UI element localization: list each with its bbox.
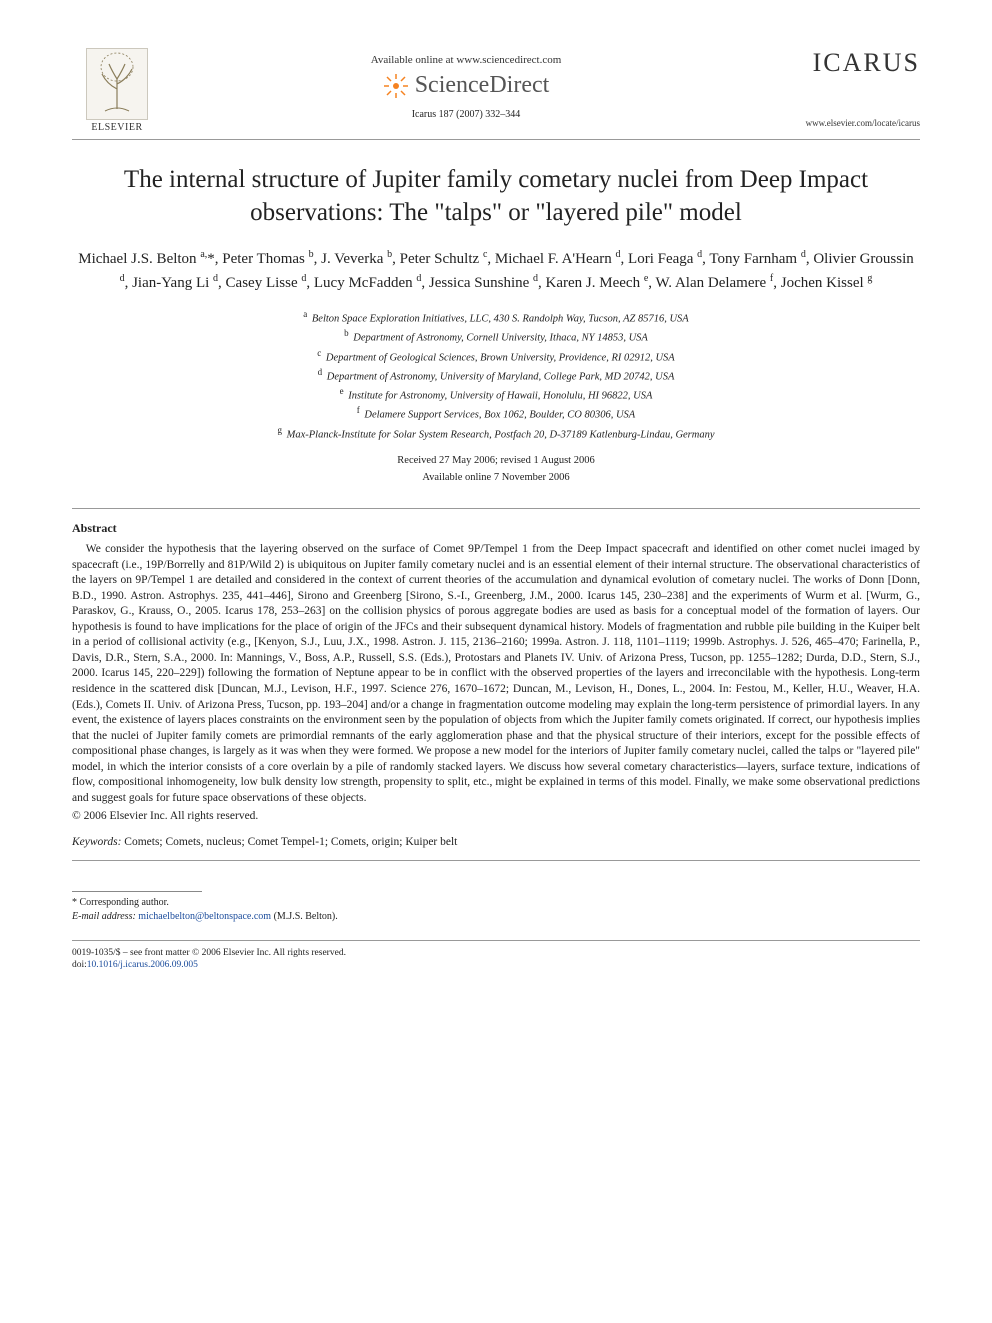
doi-line: doi:10.1016/j.icarus.2006.09.005 (72, 959, 920, 971)
sd-brand-text: ScienceDirect (415, 72, 550, 99)
copyright-line: © 2006 Elsevier Inc. All rights reserved… (72, 810, 920, 822)
post-keywords-rule (72, 860, 920, 861)
bottom-line: 0019-1035/$ – see front matter © 2006 El… (72, 947, 920, 972)
keywords-line: Keywords: Comets; Comets, nucleus; Comet… (72, 836, 920, 848)
corresponding-author-note: * Corresponding author. (72, 896, 920, 910)
center-header: Available online at www.sciencedirect.co… (162, 48, 770, 120)
sd-burst-icon (383, 73, 409, 99)
keywords-text: Comets; Comets, nucleus; Comet Tempel-1;… (121, 836, 457, 848)
footnotes: * Corresponding author. E-mail address: … (72, 896, 920, 924)
doi-link[interactable]: 10.1016/j.icarus.2006.09.005 (87, 960, 198, 970)
journal-title: ICARUS (770, 48, 920, 78)
pre-abstract-rule (72, 508, 920, 509)
doi-label: doi: (72, 960, 87, 970)
elsevier-tree-icon (86, 48, 148, 120)
affiliation-item: a Belton Space Exploration Initiatives, … (72, 308, 920, 327)
affiliation-item: g Max-Planck-Institute for Solar System … (72, 424, 920, 443)
publisher-logo-block: ELSEVIER (72, 48, 162, 133)
email-attribution: (M.J.S. Belton). (274, 911, 338, 922)
title-line-2: observations: The "talps" or "layered pi… (250, 199, 742, 226)
received-date: Received 27 May 2006; revised 1 August 2… (72, 453, 920, 470)
available-online-date: Available online 7 November 2006 (72, 470, 920, 487)
header-rule (72, 139, 920, 140)
header-row: ELSEVIER Available online at www.science… (72, 48, 920, 133)
title-line-1: The internal structure of Jupiter family… (124, 166, 868, 193)
email-link[interactable]: michaelbelton@beltonspace.com (138, 911, 271, 922)
abstract-heading: Abstract (72, 521, 920, 536)
article-dates: Received 27 May 2006; revised 1 August 2… (72, 453, 920, 487)
bottom-rule (72, 940, 920, 941)
abstract-body: We consider the hypothesis that the laye… (72, 542, 920, 806)
affiliations-list: a Belton Space Exploration Initiatives, … (72, 308, 920, 443)
affiliation-item: c Department of Geological Sciences, Bro… (72, 347, 920, 366)
email-line: E-mail address: michaelbelton@beltonspac… (72, 910, 920, 924)
keywords-label: Keywords: (72, 836, 121, 848)
journal-url: www.elsevier.com/locate/icarus (770, 118, 920, 128)
journal-reference: Icarus 187 (2007) 332–344 (162, 109, 770, 120)
issn-line: 0019-1035/$ – see front matter © 2006 El… (72, 947, 920, 959)
article-title: The internal structure of Jupiter family… (72, 164, 920, 229)
available-online-text: Available online at www.sciencedirect.co… (162, 54, 770, 66)
affiliation-item: f Delamere Support Services, Box 1062, B… (72, 404, 920, 423)
paper-page: ELSEVIER Available online at www.science… (0, 0, 992, 1012)
affiliation-item: b Department of Astronomy, Cornell Unive… (72, 327, 920, 346)
publisher-name: ELSEVIER (72, 122, 162, 133)
journal-block: ICARUS www.elsevier.com/locate/icarus (770, 48, 920, 128)
authors-list: Michael J.S. Belton a,*, Peter Thomas b,… (72, 247, 920, 294)
footnote-separator (72, 891, 202, 892)
affiliation-item: e Institute for Astronomy, University of… (72, 385, 920, 404)
email-label: E-mail address: (72, 911, 136, 922)
sciencedirect-logo: ScienceDirect (383, 72, 550, 99)
affiliation-item: d Department of Astronomy, University of… (72, 366, 920, 385)
